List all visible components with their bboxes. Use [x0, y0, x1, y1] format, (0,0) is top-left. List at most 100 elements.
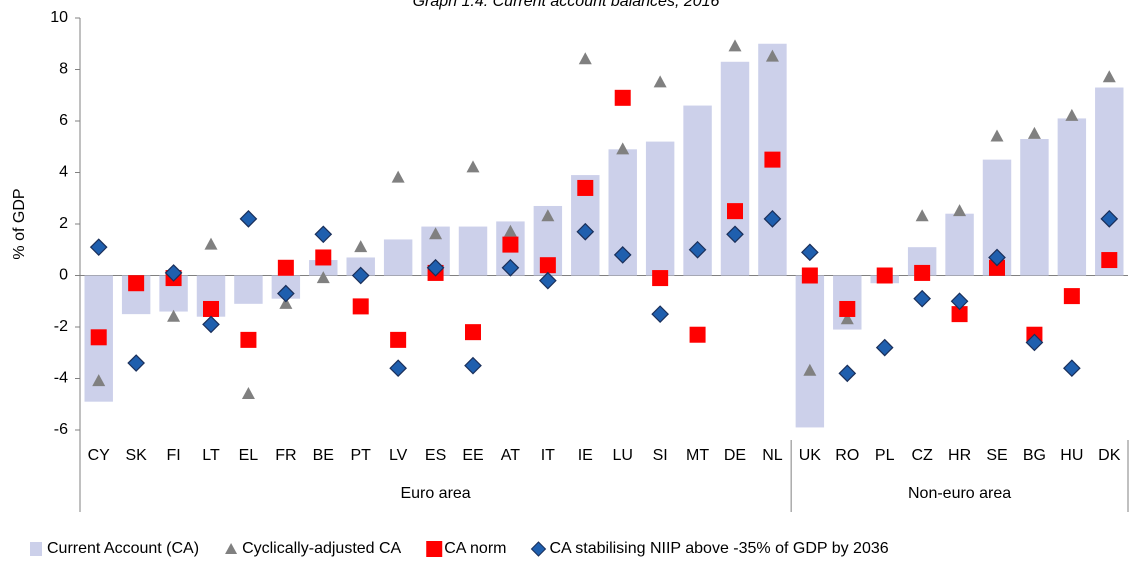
triangle-marker	[429, 227, 443, 240]
diamond-marker	[501, 258, 520, 277]
bar	[383, 239, 413, 276]
y-tick-label: -2	[54, 318, 68, 335]
x-tick-label: FI	[166, 447, 180, 464]
square-marker	[614, 89, 631, 106]
diamond-marker	[801, 243, 819, 262]
x-tick-label: LU	[612, 447, 632, 464]
square-marker	[1101, 252, 1118, 269]
bar	[720, 61, 750, 276]
triangle-marker	[653, 75, 667, 88]
triangle-marker	[1027, 126, 1041, 139]
triangle-marker	[316, 271, 330, 284]
legend-item: Current Account (CA)	[30, 540, 199, 557]
triangle-marker	[915, 209, 929, 222]
diamond-marker	[651, 305, 669, 323]
y-tick-label: 8	[59, 61, 68, 78]
diamond-marker	[426, 258, 445, 277]
diamond-marker	[688, 240, 707, 259]
x-tick-label: RO	[835, 447, 859, 464]
square-marker	[689, 326, 706, 343]
bar	[795, 275, 825, 428]
square-marker	[914, 264, 931, 281]
triangle-marker	[92, 374, 106, 387]
x-tick-label: MT	[686, 447, 709, 464]
legend-label: Current Account (CA)	[47, 540, 199, 557]
square-marker	[989, 259, 1005, 276]
square-marker	[502, 236, 519, 253]
x-tick-label: LV	[389, 447, 408, 464]
triangle-marker	[391, 170, 405, 183]
y-tick-label: 10	[50, 9, 68, 26]
diamond-marker	[89, 238, 108, 257]
triangle-marker	[1102, 70, 1116, 83]
legend-label: CA norm	[444, 540, 506, 557]
square-marker	[876, 267, 893, 284]
triangle-marker	[466, 160, 480, 173]
square-marker	[801, 267, 818, 284]
triangle-marker	[354, 240, 368, 253]
x-tick-label: PL	[875, 447, 895, 464]
x-tick-label: IT	[541, 447, 555, 464]
legend-label: Cyclically-adjusted CA	[242, 540, 401, 557]
bar	[346, 257, 375, 276]
x-tick-label: DE	[724, 447, 746, 464]
diamond-marker	[127, 354, 145, 372]
legend-swatch	[530, 541, 547, 557]
x-tick-label: ES	[425, 447, 446, 464]
diamond-marker	[988, 248, 1006, 267]
diamond-marker	[1025, 333, 1044, 352]
x-tick-label: EE	[462, 447, 483, 464]
square-marker	[390, 331, 407, 348]
triangle-marker	[279, 296, 293, 309]
square-marker	[277, 259, 294, 276]
triangle-marker	[167, 309, 181, 322]
bar	[945, 213, 974, 276]
square-marker	[315, 249, 332, 266]
x-tick-label: PT	[350, 447, 371, 464]
y-axis-label: % of GDP	[11, 188, 28, 259]
square-marker	[764, 151, 781, 168]
triangle-marker	[541, 209, 555, 222]
y-tick-label: 0	[59, 267, 68, 284]
x-tick-label: HR	[948, 447, 971, 464]
diamond-marker	[277, 284, 295, 303]
triangle-marker	[840, 312, 854, 325]
diamond-marker	[202, 315, 220, 334]
legend-item: CA stabilising NIIP above -35% of GDP by…	[530, 540, 889, 557]
triangle-marker	[578, 52, 592, 65]
legend-item: Cyclically-adjusted CA	[225, 540, 402, 557]
square-marker	[951, 306, 968, 323]
square-marker	[128, 275, 145, 292]
diamond-marker	[1063, 359, 1081, 378]
square-marker	[240, 331, 257, 348]
x-tick-label: DK	[1098, 447, 1121, 464]
bar	[458, 226, 488, 276]
x-tick-label: IE	[578, 447, 593, 464]
legend-item: CA norm	[426, 540, 506, 557]
chart-title: Graph 1.4: Current account balances, 201…	[413, 0, 720, 10]
y-tick-label: -6	[54, 421, 68, 438]
triangle-marker	[241, 386, 255, 399]
square-marker	[352, 298, 369, 315]
y-tick-label: 4	[59, 164, 68, 181]
triangle-marker	[953, 204, 967, 217]
y-tick-label: 6	[59, 112, 68, 129]
x-tick-label: UK	[799, 447, 822, 464]
triangle-marker	[728, 39, 742, 52]
square-marker	[90, 329, 107, 346]
triangle-marker	[204, 237, 218, 250]
diamond-marker	[875, 338, 894, 357]
y-tick-label: 2	[59, 215, 68, 232]
diamond-marker	[164, 264, 183, 282]
diamond-marker	[314, 225, 333, 244]
y-tick-label: -4	[54, 370, 68, 387]
x-tick-label: BE	[313, 447, 334, 464]
group-label: Non-euro area	[908, 485, 1011, 502]
square-marker	[652, 270, 669, 287]
square-marker	[465, 324, 481, 341]
diamond-marker	[763, 210, 782, 228]
diamond-marker	[389, 359, 407, 378]
diamond-marker	[239, 210, 258, 228]
